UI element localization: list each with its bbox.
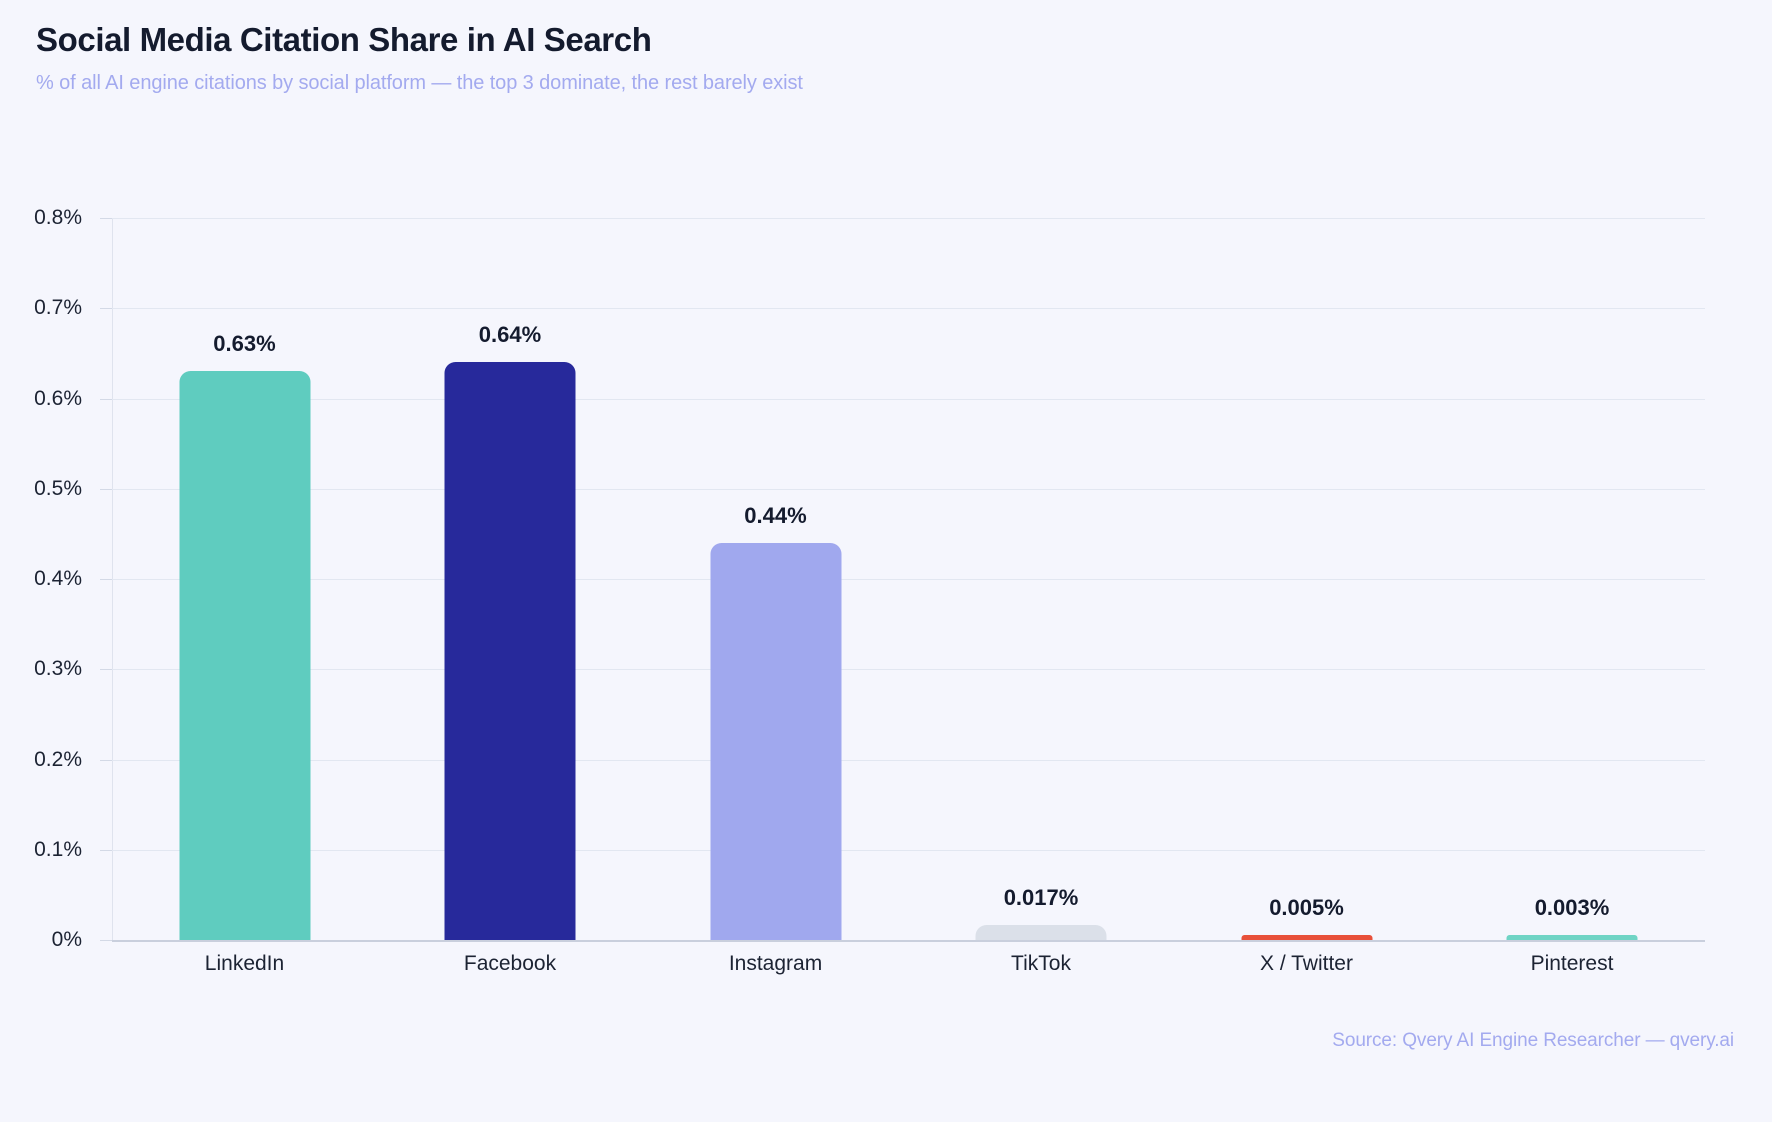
chart-subtitle: % of all AI engine citations by social p… xyxy=(36,72,803,95)
y-axis-tick-label: 0.7% xyxy=(34,296,82,320)
y-axis-tick-label: 0.4% xyxy=(34,567,82,590)
x-axis-label-instagram: Instagram xyxy=(728,952,823,975)
x-axis-label-pinterest: Pinterest xyxy=(1530,952,1614,975)
bar-value-label: 0.017% xyxy=(1003,884,1079,910)
bar-group: 0.64% xyxy=(378,218,643,940)
gridline-0-7pct xyxy=(112,308,1705,310)
gridline-0-6pct xyxy=(112,398,1705,400)
bar-tiktok[interactable] xyxy=(975,924,1107,940)
bar-value-label: 0.003% xyxy=(1534,895,1610,920)
source-attribution: Source: Qvery AI Engine Researcher — qve… xyxy=(1332,1030,1734,1051)
x-axis-tick-labels: LinkedIn Facebook Instagram TikTok X / Twitt… xyxy=(112,952,1705,992)
y-axis-tick-label: 0.5% xyxy=(34,476,82,500)
bar-instagram[interactable] xyxy=(710,542,841,940)
bar-group: 0.017% xyxy=(909,218,1174,940)
y-axis-tick-mark xyxy=(100,759,112,761)
y-axis-tick-mark xyxy=(100,488,112,490)
bar-value-label: 0.63% xyxy=(213,331,276,357)
bar-value-label: 0.44% xyxy=(744,502,807,528)
y-axis-tick-label: 0.2% xyxy=(34,747,82,771)
y-axis-tick-label: 0% xyxy=(51,928,82,951)
y-axis-tick-label: 0.6% xyxy=(34,386,82,410)
x-axis-label-tiktok: TikTok xyxy=(1011,952,1071,975)
x-axis-label-facebook: Facebook xyxy=(463,952,557,975)
y-axis-tick-label: 0.1% xyxy=(34,837,82,861)
bar-pinterest[interactable] xyxy=(1506,935,1638,940)
bar-value-label: 0.005% xyxy=(1269,895,1344,920)
y-axis-tick-mark xyxy=(100,308,112,310)
y-axis-tick-mark xyxy=(100,849,112,851)
gridline-0pct xyxy=(112,940,1705,942)
y-axis-tick-mark xyxy=(100,579,112,580)
bar-facebook[interactable] xyxy=(444,362,576,940)
y-axis-tick-mark xyxy=(100,940,112,941)
y-axis-tick-mark xyxy=(100,669,112,671)
gridline-0-1pct xyxy=(112,849,1705,851)
gridline-0-4pct xyxy=(112,579,1705,580)
bar-linkedin[interactable] xyxy=(179,371,310,940)
y-axis-tick-label: 0.8% xyxy=(34,206,82,229)
bar-group: 0.005% xyxy=(1174,218,1439,940)
gridline-0-2pct xyxy=(112,759,1705,761)
plot-area xyxy=(112,218,1705,942)
x-axis-label-x-twitter: X / Twitter xyxy=(1260,952,1353,975)
bar-value-label: 0.64% xyxy=(478,322,542,348)
y-axis-tick-mark xyxy=(100,398,112,400)
chart-header: Social Media Citation Share in AI Search… xyxy=(36,21,1636,95)
bar-x-twitter[interactable] xyxy=(1241,935,1372,940)
gridline-0-3pct xyxy=(112,669,1705,671)
bar-group: 0.63% xyxy=(112,218,377,940)
y-axis-tick-mark xyxy=(100,218,112,219)
page-title: Social Media Citation Share in AI Search xyxy=(36,21,652,58)
gridline-0-8pct xyxy=(112,218,1705,219)
bar-series: 0.63% 0.64% 0.44% 0.017% 0.005% 0.003% xyxy=(112,218,1705,940)
gridline-0-5pct xyxy=(112,488,1705,490)
bar-group: 0.003% xyxy=(1440,218,1705,940)
y-axis-tick-label: 0.3% xyxy=(34,657,82,681)
x-axis-label-linkedin: LinkedIn xyxy=(204,952,285,975)
bar-group: 0.44% xyxy=(643,218,908,940)
